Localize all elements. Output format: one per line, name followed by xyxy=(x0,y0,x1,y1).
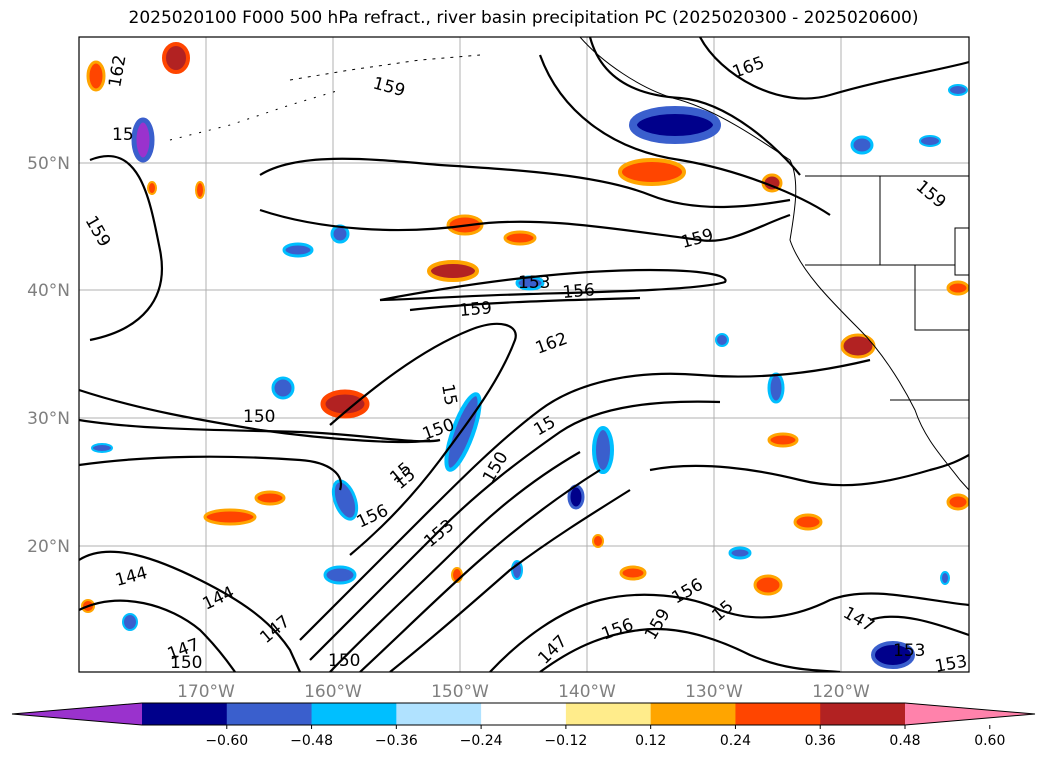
colorbar-tick-label: 0.36 xyxy=(805,733,836,749)
map-frame xyxy=(78,36,970,673)
gridlines xyxy=(79,37,969,672)
precip-positive-region xyxy=(147,181,157,195)
latitude-label: 40°N xyxy=(27,281,70,301)
precip-negative-region xyxy=(850,135,874,155)
contour-label: 156 xyxy=(562,280,596,303)
precip-negative-region xyxy=(948,84,968,96)
map-title: 2025020100 F000 500 hPa refract., river … xyxy=(128,8,919,28)
map-panel: 162 159 165 15 159 159 159 153 156 159 1… xyxy=(79,37,969,677)
contour-label: 150 xyxy=(328,651,360,671)
contour-label: 15 xyxy=(112,125,134,145)
contour-label: 153 xyxy=(933,652,968,677)
longitude-label: 150°W xyxy=(431,682,489,702)
latitude-labels: 50°N 40°N 30°N 20°N xyxy=(27,154,70,557)
precip-negative-region xyxy=(444,392,482,472)
precip-negative-region xyxy=(122,613,138,631)
colorbar-tick-label: 0.24 xyxy=(720,733,751,749)
precip-positive-region xyxy=(503,230,537,246)
longitude-label: 130°W xyxy=(685,682,743,702)
contour-label: 150 xyxy=(170,653,202,673)
precip-positive-region xyxy=(254,490,286,506)
colorbar-tick-label: −0.36 xyxy=(375,733,418,749)
precip-negative-region xyxy=(131,117,155,163)
precip-positive-region xyxy=(86,60,106,92)
precip-positive-region xyxy=(753,574,783,596)
precip-positive-region xyxy=(427,260,479,282)
precip-positive-region xyxy=(793,513,823,531)
precip-negative-region xyxy=(629,106,721,144)
precip-positive-region xyxy=(946,493,969,511)
precip-negative-region xyxy=(592,426,614,474)
contour-label: 15 xyxy=(437,382,460,407)
precip-positive-region xyxy=(203,508,257,526)
colorbar-swatch xyxy=(142,703,228,725)
precip-positive-region xyxy=(162,42,190,74)
colorbar-swatch xyxy=(396,703,482,725)
latitude-label: 20°N xyxy=(27,537,70,557)
precip-positive-region xyxy=(946,280,969,296)
precip-positive-region xyxy=(767,432,799,448)
precip-positive-region xyxy=(195,181,205,199)
colorbar-swatch xyxy=(311,703,397,725)
precip-positive-region xyxy=(619,565,647,581)
precip-negative-region xyxy=(871,641,915,669)
latitude-label: 50°N xyxy=(27,154,70,174)
precip-negative-region xyxy=(728,546,752,560)
precip-negative-region xyxy=(91,443,113,453)
longitude-label: 160°W xyxy=(304,682,362,702)
precip-negative-region xyxy=(940,571,950,585)
colorbar-tick-label: −0.24 xyxy=(460,733,503,749)
colorbar-tick-label: 0.12 xyxy=(635,733,666,749)
colorbar-swatch xyxy=(226,703,313,725)
longitude-label: 170°W xyxy=(177,682,235,702)
precip-negative-region xyxy=(282,242,314,258)
colorbar-tick-label: 0.48 xyxy=(889,733,920,749)
colorbar-tick-label: −0.60 xyxy=(205,733,248,749)
longitude-label: 120°W xyxy=(812,682,870,702)
contour-label: 153 xyxy=(893,641,925,661)
precip-negative-region xyxy=(919,135,941,147)
colorbar-extend-high xyxy=(905,703,1035,725)
precip-positive-region xyxy=(320,389,370,419)
colorbar: −0.60 −0.48 −0.36 −0.24 −0.12 0.12 0.24 0.36 0.4… xyxy=(11,702,1036,749)
colorbar-swatch xyxy=(650,703,736,725)
colorbar-tick-label: −0.48 xyxy=(290,733,333,749)
refractivity-contours xyxy=(79,37,969,672)
contour-label: 150 xyxy=(243,407,275,427)
precip-positive-region xyxy=(592,534,604,548)
contour-label: 153 xyxy=(518,273,550,293)
precip-positive-region xyxy=(618,158,686,186)
colorbar-swatch xyxy=(481,703,567,725)
contour-label: 159 xyxy=(459,298,493,321)
longitude-labels: 170°W 160°W 150°W 140°W 130°W 120°W xyxy=(177,682,870,702)
precip-positive-region xyxy=(840,333,876,359)
colorbar-swatch xyxy=(565,703,652,725)
precip-negative-region xyxy=(271,376,295,400)
colorbar-tick-label: 0.60 xyxy=(974,733,1005,749)
colorbar-outline xyxy=(11,702,1036,726)
precip-negative-region xyxy=(331,479,359,521)
coastlines xyxy=(169,37,969,491)
precip-negative-region xyxy=(715,333,729,347)
colorbar-swatch xyxy=(735,703,821,725)
precip-negative-region xyxy=(767,372,785,404)
longitude-label: 140°W xyxy=(558,682,616,702)
precip-negative-region xyxy=(323,565,357,585)
colorbar-swatch xyxy=(820,703,906,725)
colorbar-extend-low xyxy=(12,703,142,725)
colorbar-tick-label: −0.12 xyxy=(544,733,587,749)
latitude-label: 30°N xyxy=(27,409,70,429)
